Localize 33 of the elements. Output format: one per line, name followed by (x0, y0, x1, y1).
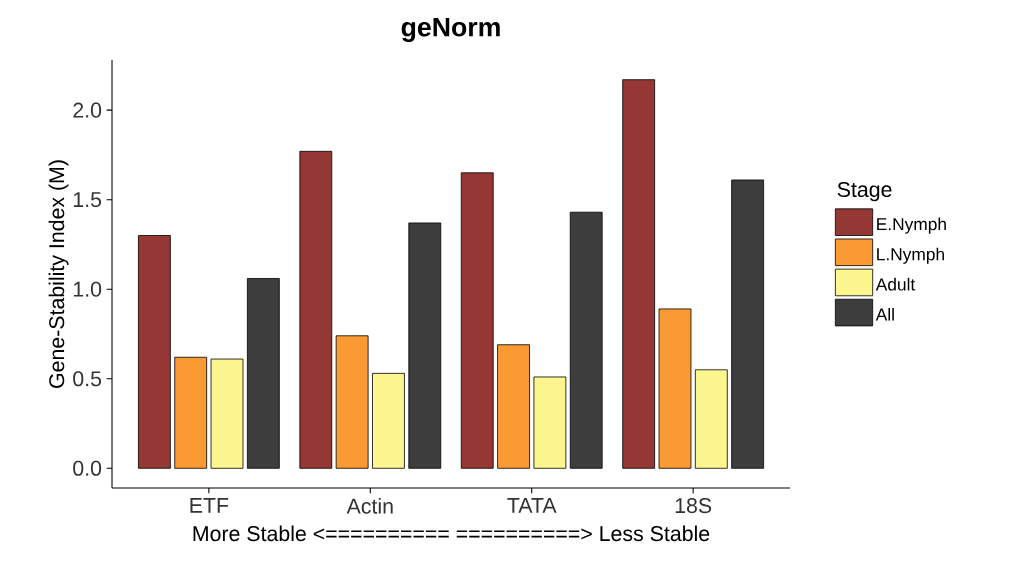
bar (246, 278, 280, 469)
bar (658, 308, 692, 469)
bar (497, 344, 530, 469)
bar (372, 372, 405, 469)
x-tick-label: Actin (346, 498, 393, 514)
x-axis-title: More Stable <========== ==========> Less Stable (193, 525, 710, 542)
y-tick-label: 0.5 (73, 371, 102, 387)
chart-title: geNorm (401, 17, 500, 42)
y-tick-label: 2.0 (73, 102, 102, 118)
legend-label: L.Nymph (877, 247, 944, 264)
legend-label: Adult (875, 277, 916, 291)
legend-label: E.Nymph (877, 217, 946, 234)
y-tick-label: 1.0 (73, 281, 102, 297)
y-tick-label: 0.0 (73, 460, 102, 476)
bar (533, 376, 567, 469)
bar (138, 235, 171, 469)
bar (622, 79, 656, 469)
bar (210, 358, 244, 469)
y-axis-title: Gene-Stability Index (M) (48, 160, 69, 388)
bar (335, 335, 369, 469)
bar (460, 172, 494, 469)
x-tick-label: ETF (190, 498, 229, 513)
x-tick-label: TATA (507, 498, 557, 513)
y-tick-label: 1.5 (73, 192, 102, 208)
legend-label: All (875, 307, 894, 321)
bar (408, 222, 442, 469)
bar (694, 369, 728, 469)
legend-title: Stage (837, 181, 892, 202)
x-tick-label: 18S (675, 498, 712, 514)
bar (569, 211, 603, 469)
bar (174, 356, 208, 469)
bar (731, 179, 765, 469)
bar (299, 150, 333, 469)
